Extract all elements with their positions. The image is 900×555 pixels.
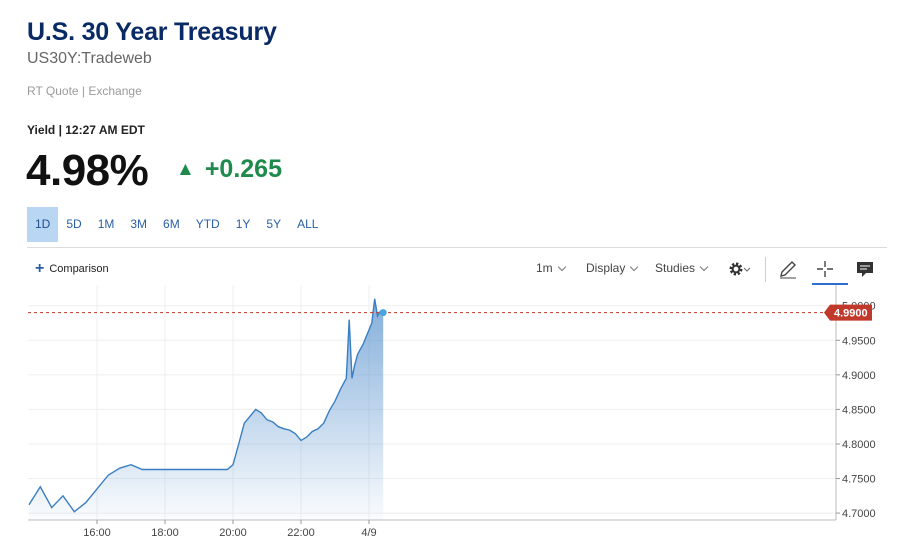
up-arrow-icon: ▲ [176,158,195,180]
plus-icon: + [35,260,45,277]
x-tick-label: 22:00 [287,527,315,539]
time-range-tabs: 1D 5D 1M 3M 6M YTD 1Y 5Y ALL [27,207,326,242]
range-tab-1y[interactable]: 1Y [235,217,251,231]
comparison-label: Comparison [49,263,109,275]
crosshair-icon [817,261,833,277]
range-tab-5d[interactable]: 5D [66,217,82,231]
price-change-value: +0.265 [204,155,282,183]
yield-chart[interactable]: 4.70004.75004.80004.85004.90004.95005.00… [0,285,900,555]
pencil-icon [780,261,796,279]
range-tab-3m[interactable]: 3M [130,217,148,231]
interval-label: 1m [536,261,553,275]
series-area [29,298,384,520]
gear-icon [729,262,751,276]
range-tab-ytd[interactable]: YTD [195,217,220,231]
x-tick-label: 16:00 [83,527,111,539]
yield-price: 4.98% [26,146,149,195]
series-line [28,298,384,513]
comparison-button[interactable]: + Comparison [35,260,109,277]
studies-dropdown[interactable]: Studies [655,261,709,275]
page-title: U.S. 30 Year Treasury [27,18,277,46]
ticker-symbol: US30Y:Tradeweb [27,50,152,67]
display-label: Display [586,261,626,275]
range-tab-6m[interactable]: 6M [163,217,180,231]
range-tab-5y[interactable]: 5Y [266,217,282,231]
quote-type: RT Quote | Exchange [27,84,142,98]
crosshair-button[interactable] [812,256,838,282]
active-tool-underline [812,283,848,285]
price-change: ▲ +0.265 [176,155,282,184]
studies-label: Studies [655,261,696,275]
toolbar-divider [27,247,887,248]
x-tick-label: 4/9 [361,527,376,539]
range-tab-1m[interactable]: 1M [97,217,115,231]
comment-button[interactable] [852,256,878,282]
y-tick-label: 4.9000 [842,370,876,382]
y-tick-label: 4.9500 [842,335,876,347]
y-tick-label: 4.7500 [842,474,876,486]
last-value-dot [379,309,387,317]
last-value-label: 4.9900 [834,308,868,320]
chevron-down-icon [630,262,639,272]
range-tab-1d[interactable]: 1D [27,207,59,242]
y-tick-label: 4.7000 [842,508,876,520]
x-tick-label: 18:00 [151,527,179,539]
comment-icon [857,262,873,277]
y-axis-ticks: 4.70004.75004.80004.85004.90004.95005.00… [836,301,876,520]
draw-button[interactable] [775,256,801,282]
x-tick-label: 20:00 [219,527,247,539]
yield-timestamp: Yield | 12:27 AM EDT [27,123,145,137]
display-dropdown[interactable]: Display [586,261,639,275]
settings-button[interactable] [726,256,752,282]
y-tick-label: 4.8000 [842,439,876,451]
last-value-badge: 4.9900 [824,304,872,321]
interval-dropdown[interactable]: 1m [536,261,566,275]
toolbar-separator [765,257,766,282]
y-tick-label: 4.8500 [842,404,876,416]
x-axis-ticks: 16:00 18:00 20:00 22:00 4/9 [83,520,377,539]
chevron-down-icon [699,262,709,272]
range-tab-all[interactable]: ALL [297,217,319,231]
chevron-down-icon [557,262,566,272]
